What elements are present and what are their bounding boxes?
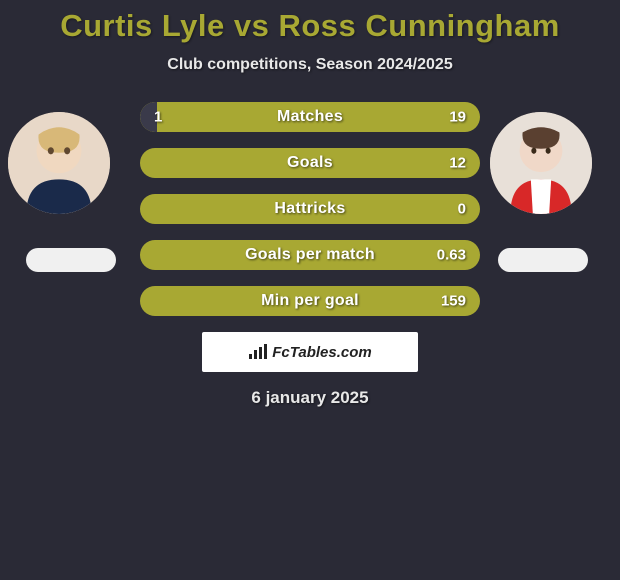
- comparison-card: Curtis Lyle vs Ross Cunningham Club comp…: [0, 0, 620, 408]
- stat-value-left: 1: [154, 109, 162, 126]
- subtitle: Club competitions, Season 2024/2025: [0, 56, 620, 74]
- stat-value-right: 159: [441, 293, 466, 310]
- stat-value-right: 0: [458, 201, 466, 218]
- stat-value-right: 19: [449, 109, 466, 126]
- stat-row: Goals per match0.63: [140, 240, 480, 270]
- content-area: Matches1 19 Goals12 Hattricks0 Goals per mat…: [0, 102, 620, 408]
- player-left-flag: [26, 248, 116, 272]
- stats-bars: Matches1 19 Goals12 Hattricks0 Goals per mat…: [140, 102, 480, 316]
- brand-badge[interactable]: FcTables.com: [202, 332, 418, 372]
- avatar-placeholder-icon: [8, 112, 110, 214]
- player-right-flag: [498, 248, 588, 272]
- brand-text: FcTables.com: [272, 344, 371, 361]
- player-right-avatar: [490, 112, 592, 214]
- player-left-avatar: [8, 112, 110, 214]
- stat-value-right: 0.63: [437, 247, 466, 264]
- stat-row: Hattricks0: [140, 194, 480, 224]
- date-label: 6 january 2025: [0, 388, 620, 408]
- stat-row: Matches1 19: [140, 102, 480, 132]
- stat-label: Min per goal: [140, 292, 480, 310]
- stat-label: Hattricks: [140, 200, 480, 218]
- stat-label: Goals per match: [140, 246, 480, 264]
- stat-value-right: 12: [449, 155, 466, 172]
- avatar-placeholder-icon: [490, 112, 592, 214]
- stat-row: Goals12: [140, 148, 480, 178]
- stat-row: Min per goal159: [140, 286, 480, 316]
- stat-label: Goals: [140, 154, 480, 172]
- stat-label: Matches: [140, 108, 480, 126]
- chart-icon: [248, 344, 268, 360]
- page-title: Curtis Lyle vs Ross Cunningham: [0, 8, 620, 44]
